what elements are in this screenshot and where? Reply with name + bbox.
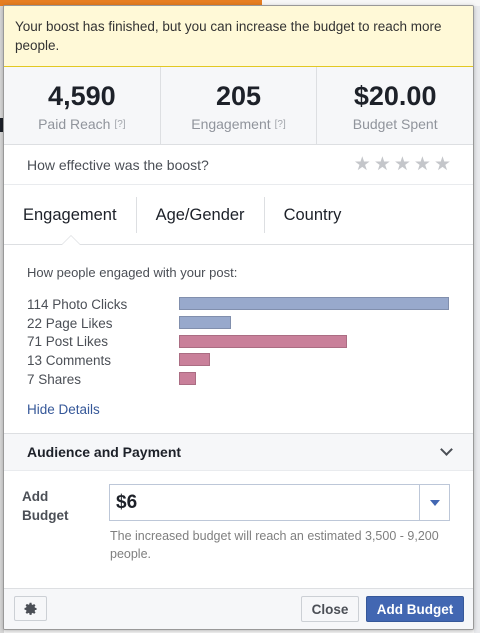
- add-budget-button[interactable]: Add Budget: [366, 596, 464, 622]
- engagement-help-icon[interactable]: [?]: [274, 119, 286, 130]
- engagement-value: 205: [215, 81, 262, 111]
- background-top-bar: [0, 0, 262, 6]
- engagement-row-photo-clicks: 114 Photo Clicks: [27, 295, 450, 314]
- star-icon[interactable]: ★: [353, 154, 371, 175]
- background-left-strip: [0, 6, 4, 633]
- engagement-bar: [178, 297, 449, 311]
- stats-row: 4,590 Paid Reach [?] 205 Engagement [?] $2…: [4, 67, 473, 145]
- engagement-bar-track: [178, 316, 450, 330]
- engagement-bar-track: [178, 297, 450, 311]
- engagement-bar: [178, 372, 196, 386]
- audience-payment-header[interactable]: Audience and Payment: [4, 434, 473, 471]
- add-budget-section: Add Budget The increased budget will rea…: [4, 471, 473, 587]
- paid-reach-label-text: Paid Reach: [38, 116, 111, 132]
- engagement-bar-track: [178, 334, 450, 349]
- stat-budget-spent: $20.00 Budget Spent: [317, 67, 473, 144]
- tab-engagement[interactable]: Engagement: [23, 205, 117, 224]
- budget-spent-value: $20.00: [353, 81, 437, 111]
- engagement-label: 71 Post Likes: [27, 334, 109, 350]
- boost-rating-row: How effective was the boost? ★ ★ ★ ★ ★: [4, 145, 473, 185]
- engagement-bar: [178, 316, 231, 330]
- add-budget-label: Add Budget: [22, 489, 69, 523]
- engagement-label: 114 Photo Clicks: [27, 296, 128, 312]
- chevron-down-icon[interactable]: [440, 443, 453, 456]
- paid-reach-help-icon[interactable]: [?]: [114, 119, 126, 130]
- notice-text: Your boost has finished, but you can inc…: [15, 19, 442, 53]
- engagement-label: 13 Comments: [27, 352, 112, 368]
- engagement-label: 7 Shares: [27, 371, 82, 387]
- rating-question: How effective was the boost?: [27, 156, 209, 173]
- engagement-label-text: Engagement: [191, 116, 271, 132]
- close-button[interactable]: Close: [301, 596, 359, 622]
- results-tabs: Engagement Age/Gender Country: [4, 185, 473, 245]
- budget-amount-input[interactable]: [109, 484, 420, 521]
- engagement-row-post-likes: 71 Post Likes: [27, 332, 450, 351]
- tab-divider: [135, 196, 137, 233]
- engagement-bar: [178, 353, 210, 367]
- star-rating: ★ ★ ★ ★ ★: [354, 155, 451, 174]
- star-icon[interactable]: ★: [373, 154, 391, 175]
- star-icon[interactable]: ★: [393, 154, 411, 175]
- engagement-label: Engagement [?]: [161, 116, 317, 132]
- hide-details-link[interactable]: Hide Details: [27, 402, 100, 418]
- background-left-mark: [0, 118, 4, 132]
- boost-finished-notice: Your boost has finished, but you can inc…: [4, 6, 473, 67]
- budget-estimate-note: The increased budget will reach an estim…: [110, 529, 439, 561]
- selected-tab-pointer-fill: [62, 236, 80, 245]
- audience-payment-title: Audience and Payment: [27, 444, 182, 460]
- tab-divider: [263, 196, 265, 233]
- dropdown-arrow-icon: [429, 499, 440, 506]
- star-icon[interactable]: ★: [433, 154, 451, 175]
- engagement-heading: How people engaged with your post:: [27, 265, 238, 280]
- engagement-bar-track: [178, 372, 450, 386]
- engagement-label: 22 Page Likes: [27, 315, 113, 331]
- paid-reach-value: 4,590: [48, 81, 116, 111]
- engagement-bar-track: [178, 353, 450, 367]
- budget-dropdown-button[interactable]: [419, 484, 450, 521]
- paid-reach-label: Paid Reach [?]: [4, 116, 160, 132]
- tab-country[interactable]: Country: [283, 205, 342, 224]
- engagement-row-shares: 7 Shares: [27, 370, 450, 389]
- engagement-row-comments: 13 Comments: [27, 351, 450, 370]
- background-right-strip: [474, 6, 480, 633]
- tab-age-gender[interactable]: Age/Gender: [155, 205, 245, 224]
- star-icon[interactable]: ★: [413, 154, 431, 175]
- budget-spent-label: Budget Spent: [352, 116, 438, 132]
- gear-icon: [24, 602, 37, 615]
- stat-engagement: 205 Engagement [?]: [161, 67, 318, 144]
- engagement-breakdown: How people engaged with your post: 114 P…: [4, 245, 473, 434]
- engagement-bar: [178, 334, 347, 348]
- boost-results-dialog: Your boost has finished, but you can inc…: [3, 5, 474, 630]
- settings-button[interactable]: [14, 596, 47, 621]
- dialog-footer: Close Add Budget: [4, 588, 473, 629]
- engagement-row-page-likes: 22 Page Likes: [27, 314, 450, 333]
- stat-paid-reach: 4,590 Paid Reach [?]: [4, 67, 161, 144]
